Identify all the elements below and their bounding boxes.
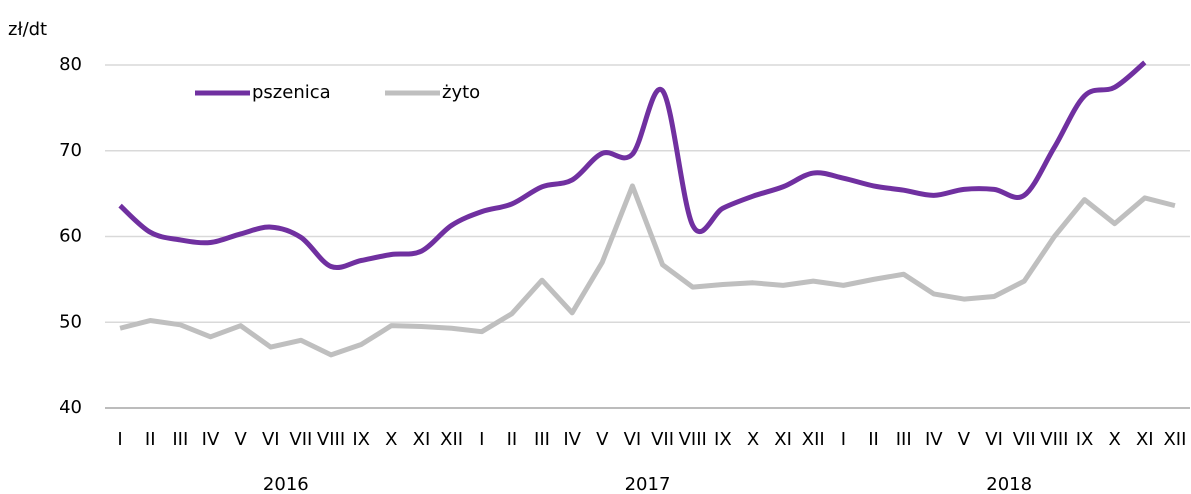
series-line: [119, 183, 1176, 358]
x-tick-label: XII: [802, 429, 825, 450]
x-tick-label: III: [534, 429, 550, 450]
x-tick-label: V: [596, 429, 609, 450]
x-tick-label: VI: [624, 429, 642, 450]
x-group-label: 2017: [625, 474, 671, 494]
legend-label: żyto: [442, 82, 480, 103]
x-tick-label: I: [117, 429, 122, 450]
x-tick-label: X: [747, 429, 759, 450]
y-tick-label: 60: [59, 226, 82, 247]
x-tick-label: XII: [440, 429, 463, 450]
x-tick-label: VII: [289, 429, 312, 450]
x-tick-label: VII: [651, 429, 674, 450]
x-tick-label: IX: [352, 429, 370, 450]
x-tick-label: IV: [563, 429, 581, 450]
x-group-label: 2018: [986, 474, 1032, 494]
y-tick-label: 70: [59, 140, 82, 161]
x-tick-label: VII: [1013, 429, 1036, 450]
x-tick-label: X: [1108, 429, 1120, 450]
y-axis-label: zł/dt: [8, 19, 47, 40]
x-tick-label: III: [896, 429, 912, 450]
x-tick-label: II: [145, 429, 156, 450]
y-tick-label: 40: [59, 397, 82, 418]
x-tick-label: V: [958, 429, 971, 450]
y-tick-label: 50: [59, 311, 82, 332]
x-tick-label: II: [868, 429, 879, 450]
x-tick-label: I: [841, 429, 846, 450]
x-tick-label: VIII: [317, 429, 345, 450]
x-tick-label: VI: [262, 429, 280, 450]
x-tick-label: IV: [925, 429, 943, 450]
x-tick-label: II: [507, 429, 518, 450]
series-line: [118, 60, 1147, 270]
x-tick-label: V: [234, 429, 247, 450]
x-tick-label: VIII: [1040, 429, 1068, 450]
x-tick-label: IX: [1076, 429, 1094, 450]
x-tick-label: XII: [1163, 429, 1186, 450]
x-tick-label: III: [172, 429, 188, 450]
x-tick-label: X: [385, 429, 397, 450]
x-tick-label: XI: [413, 429, 431, 450]
x-tick-label: IV: [202, 429, 220, 450]
x-tick-label: XI: [774, 429, 792, 450]
x-tick-label: I: [479, 429, 484, 450]
x-tick-label: VI: [985, 429, 1003, 450]
legend-label: pszenica: [252, 82, 331, 103]
x-tick-label: XI: [1136, 429, 1154, 450]
y-tick-label: 80: [59, 54, 82, 75]
x-tick-label: VIII: [679, 429, 707, 450]
x-tick-label: IX: [714, 429, 732, 450]
x-group-label: 2016: [263, 474, 309, 494]
